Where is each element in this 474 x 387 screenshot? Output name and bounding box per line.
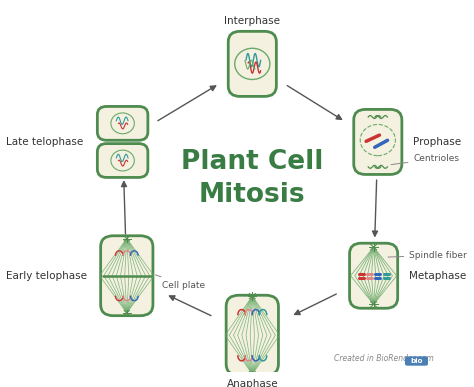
Text: Plant Cell: Plant Cell [181,149,323,175]
Text: Anaphase: Anaphase [227,378,278,387]
FancyBboxPatch shape [228,31,276,96]
FancyBboxPatch shape [354,110,402,175]
FancyBboxPatch shape [226,295,278,375]
Text: Late telophase: Late telophase [6,137,83,147]
FancyBboxPatch shape [100,236,153,316]
FancyBboxPatch shape [349,243,398,308]
Text: Early telophase: Early telophase [6,271,87,281]
Text: Centrioles: Centrioles [391,154,459,164]
Text: Interphase: Interphase [224,16,280,26]
FancyBboxPatch shape [405,356,428,366]
Text: Mitosis: Mitosis [199,182,306,208]
Text: bio: bio [410,358,422,364]
Text: Created in BioRender.com: Created in BioRender.com [334,354,434,363]
Text: Cell plate: Cell plate [155,275,205,289]
Text: Spindle fiber: Spindle fiber [388,251,467,260]
Text: Prophase: Prophase [413,137,462,147]
FancyBboxPatch shape [97,106,148,140]
Text: Metaphase: Metaphase [409,271,466,281]
FancyBboxPatch shape [97,144,148,177]
